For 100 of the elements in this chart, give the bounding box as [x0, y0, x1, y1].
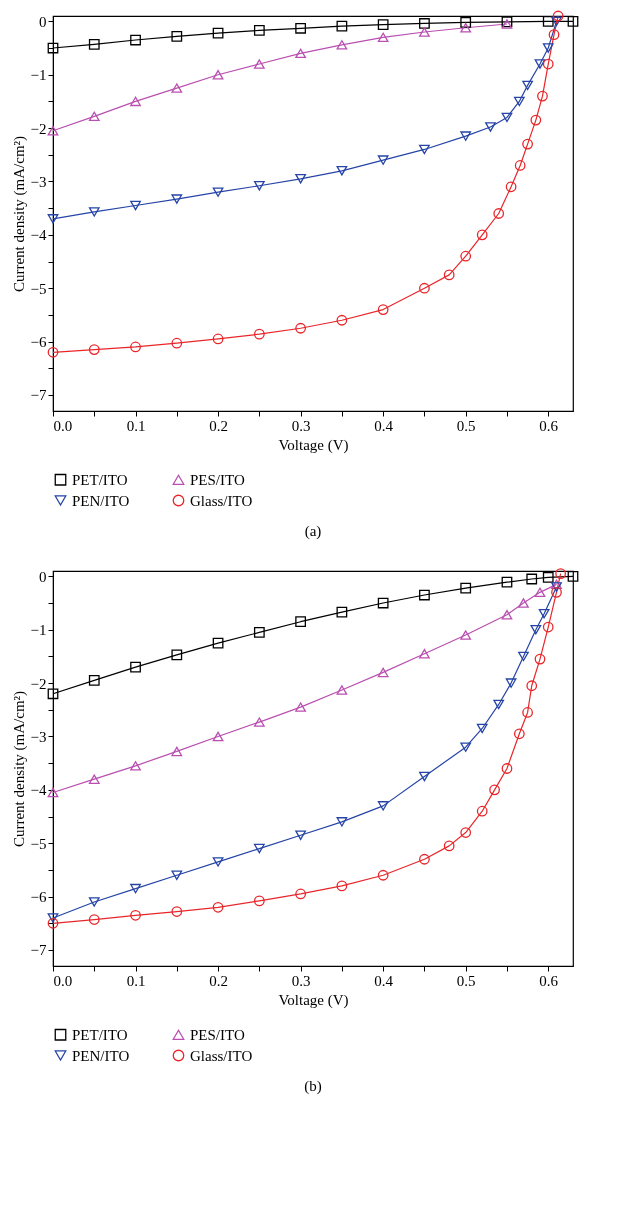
point — [253, 180, 265, 191]
x-axis-title: Voltage (V) — [278, 991, 349, 1009]
y-tick-label: −4 — [30, 227, 47, 244]
point — [295, 174, 307, 184]
legend-label: PET/ITO — [72, 1026, 128, 1043]
point — [253, 25, 265, 36]
point — [513, 96, 525, 107]
point — [253, 59, 265, 69]
point — [505, 181, 517, 193]
point — [460, 22, 472, 33]
y-tick-label: −7 — [30, 387, 47, 404]
point — [377, 597, 389, 609]
y-axis-title: Current density (mA/cm²) — [10, 135, 28, 293]
point — [130, 661, 141, 673]
point — [501, 112, 513, 123]
point — [130, 341, 141, 353]
point — [460, 827, 472, 838]
point — [538, 608, 550, 619]
point — [551, 16, 562, 27]
point — [88, 774, 100, 784]
y-tick-label: −2 — [30, 120, 47, 137]
point — [534, 587, 546, 598]
point — [212, 731, 224, 742]
point — [377, 801, 389, 811]
x-tick-label: 0.4 — [374, 417, 394, 434]
legend-label: PET/ITO — [72, 471, 128, 488]
point — [419, 18, 430, 29]
point — [548, 29, 560, 41]
x-tick-label: 0.3 — [291, 972, 311, 989]
point — [130, 96, 141, 107]
legend-label: PES/ITO — [190, 1026, 245, 1043]
point — [518, 651, 529, 662]
y-tick-label: −5 — [30, 280, 47, 297]
point — [88, 207, 100, 217]
legend-label: PEN/ITO — [72, 1047, 130, 1064]
point — [551, 586, 562, 598]
point — [47, 214, 59, 224]
point — [171, 30, 183, 42]
y-tick-label: 0 — [39, 13, 47, 30]
point — [295, 22, 307, 34]
point — [171, 870, 183, 881]
point — [295, 702, 307, 712]
y-tick-label: −3 — [30, 728, 47, 745]
point — [212, 27, 224, 39]
point — [419, 648, 430, 659]
x-axis-title: Voltage (V) — [278, 436, 349, 454]
point — [130, 34, 141, 46]
point — [513, 728, 525, 740]
point — [514, 160, 526, 171]
point — [88, 914, 100, 925]
point — [88, 111, 100, 122]
y-tick-label: −2 — [30, 675, 47, 692]
point — [47, 917, 59, 929]
point — [377, 19, 389, 30]
point — [88, 344, 100, 355]
point — [88, 897, 100, 907]
point — [171, 194, 183, 204]
x-tick-label: 0.2 — [209, 417, 228, 434]
point — [47, 126, 59, 136]
point — [522, 707, 533, 718]
point — [542, 572, 554, 583]
point — [295, 830, 307, 840]
point — [253, 717, 265, 727]
point — [522, 80, 533, 91]
point — [295, 322, 307, 334]
y-tick-label: −3 — [30, 173, 47, 190]
point — [295, 48, 307, 59]
point — [336, 685, 348, 695]
point — [460, 250, 472, 262]
point — [336, 166, 348, 176]
point — [212, 857, 224, 867]
x-tick-label: 0.0 — [53, 417, 73, 434]
point — [493, 208, 505, 219]
point — [47, 42, 59, 54]
y-tick-label: 0 — [39, 568, 47, 585]
point — [567, 15, 579, 27]
point — [530, 114, 542, 126]
point — [88, 38, 100, 50]
legend-label: Glass/ITO — [190, 492, 253, 509]
point — [460, 17, 472, 28]
point — [336, 880, 348, 892]
point — [130, 883, 141, 894]
point — [460, 582, 472, 594]
y-axis-title: Current density (mA/cm²) — [10, 690, 28, 848]
point — [526, 573, 538, 585]
point — [212, 637, 224, 649]
point — [377, 667, 389, 678]
text: (a) — [304, 523, 322, 540]
point — [171, 746, 183, 757]
point — [505, 678, 517, 688]
point — [419, 27, 430, 37]
point — [336, 606, 348, 618]
point — [419, 771, 430, 782]
point — [212, 333, 224, 345]
legend-label: PES/ITO — [190, 471, 245, 488]
point — [419, 282, 430, 294]
point — [171, 649, 183, 661]
point — [336, 314, 348, 326]
point — [476, 805, 488, 817]
point — [518, 598, 529, 608]
